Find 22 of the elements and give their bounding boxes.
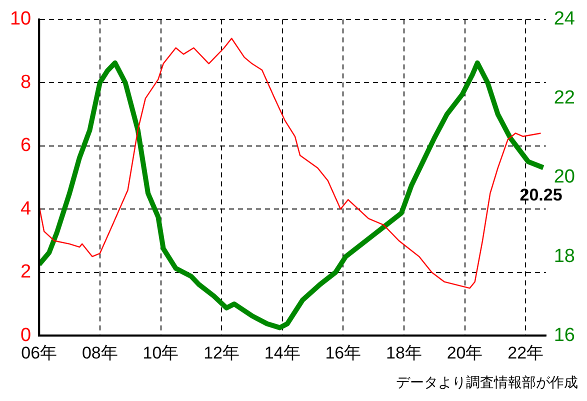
x-tick-label: 20年 xyxy=(446,343,483,362)
y2-tick-label: 16 xyxy=(554,324,576,346)
x-tick-label: 10年 xyxy=(142,343,179,362)
y2-tick-label: 18 xyxy=(554,246,576,267)
y2-tick-label: 22 xyxy=(554,88,576,109)
y2-tick-label: 24 xyxy=(554,8,576,30)
x-tick-label: 08年 xyxy=(82,343,118,362)
x-tick-label: 06年 xyxy=(21,343,58,362)
x-tick-label: 14年 xyxy=(264,343,300,362)
x-tick-label: 18年 xyxy=(386,343,422,362)
annotation: 20.25 xyxy=(520,185,562,204)
x-tick-label: 16年 xyxy=(325,343,362,362)
y-tick-label: 2 xyxy=(20,262,32,283)
y-tick-label: 6 xyxy=(20,135,32,156)
text: データより調査情報部が作成 xyxy=(395,374,578,392)
y-tick-label: 10 xyxy=(10,8,32,30)
y-tick-label: 8 xyxy=(20,72,32,93)
y2-tick-label: 20 xyxy=(554,166,576,188)
y-tick-label: 4 xyxy=(20,198,32,220)
x-tick-label: 12年 xyxy=(204,343,240,362)
x-tick-label: 22年 xyxy=(508,343,544,362)
y-tick-label: 0 xyxy=(20,324,32,346)
